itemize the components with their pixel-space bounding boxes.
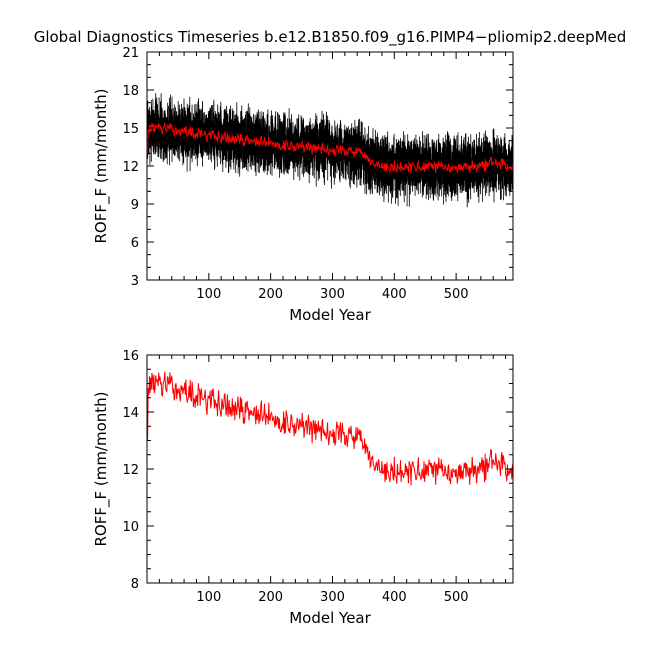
y-tick-label: 14	[122, 406, 139, 421]
x-tick-label: 200	[258, 590, 283, 605]
y-axis-label: ROFF_F (mm/month)	[92, 391, 111, 546]
y-tick-label: 12	[122, 463, 139, 478]
y-tick-label: 6	[131, 236, 139, 251]
x-tick-label: 200	[258, 287, 283, 302]
y-tick-label: 3	[131, 274, 139, 289]
x-axis-label: Model Year	[289, 306, 371, 324]
y-tick-label: 16	[122, 349, 139, 364]
y-tick-label: 9	[131, 198, 139, 213]
series-line-monthly-mean	[147, 93, 513, 208]
x-tick-label: 400	[382, 590, 407, 605]
x-tick-label: 100	[196, 287, 221, 302]
y-tick-label: 8	[131, 577, 139, 592]
series-line-annual-mean	[147, 122, 513, 174]
x-tick-label: 300	[320, 590, 345, 605]
x-tick-label: 500	[444, 590, 469, 605]
y-tick-label: 21	[122, 46, 139, 61]
y-axis-label: ROFF_F (mm/month)	[92, 88, 111, 243]
x-tick-label: 300	[320, 287, 345, 302]
x-tick-label: 500	[444, 287, 469, 302]
x-tick-label: 400	[382, 287, 407, 302]
x-axis-label: Model Year	[289, 609, 371, 627]
chart-title: Global Diagnostics Timeseries b.e12.B185…	[34, 28, 627, 47]
y-tick-label: 12	[122, 160, 139, 175]
series-line-annual-mean	[147, 371, 513, 486]
y-tick-label: 18	[122, 84, 139, 99]
x-tick-label: 100	[196, 590, 221, 605]
y-tick-label: 15	[122, 122, 139, 137]
bottom-panel: 100 200 300 400 500 8 10 12 14 16 Model Year ROFF_F…	[92, 349, 514, 627]
y-tick-label: 10	[122, 520, 139, 535]
top-panel: 100 200 300 400 500 3 6 9 12 15 18 21 Model Year ROFF…	[92, 46, 514, 324]
